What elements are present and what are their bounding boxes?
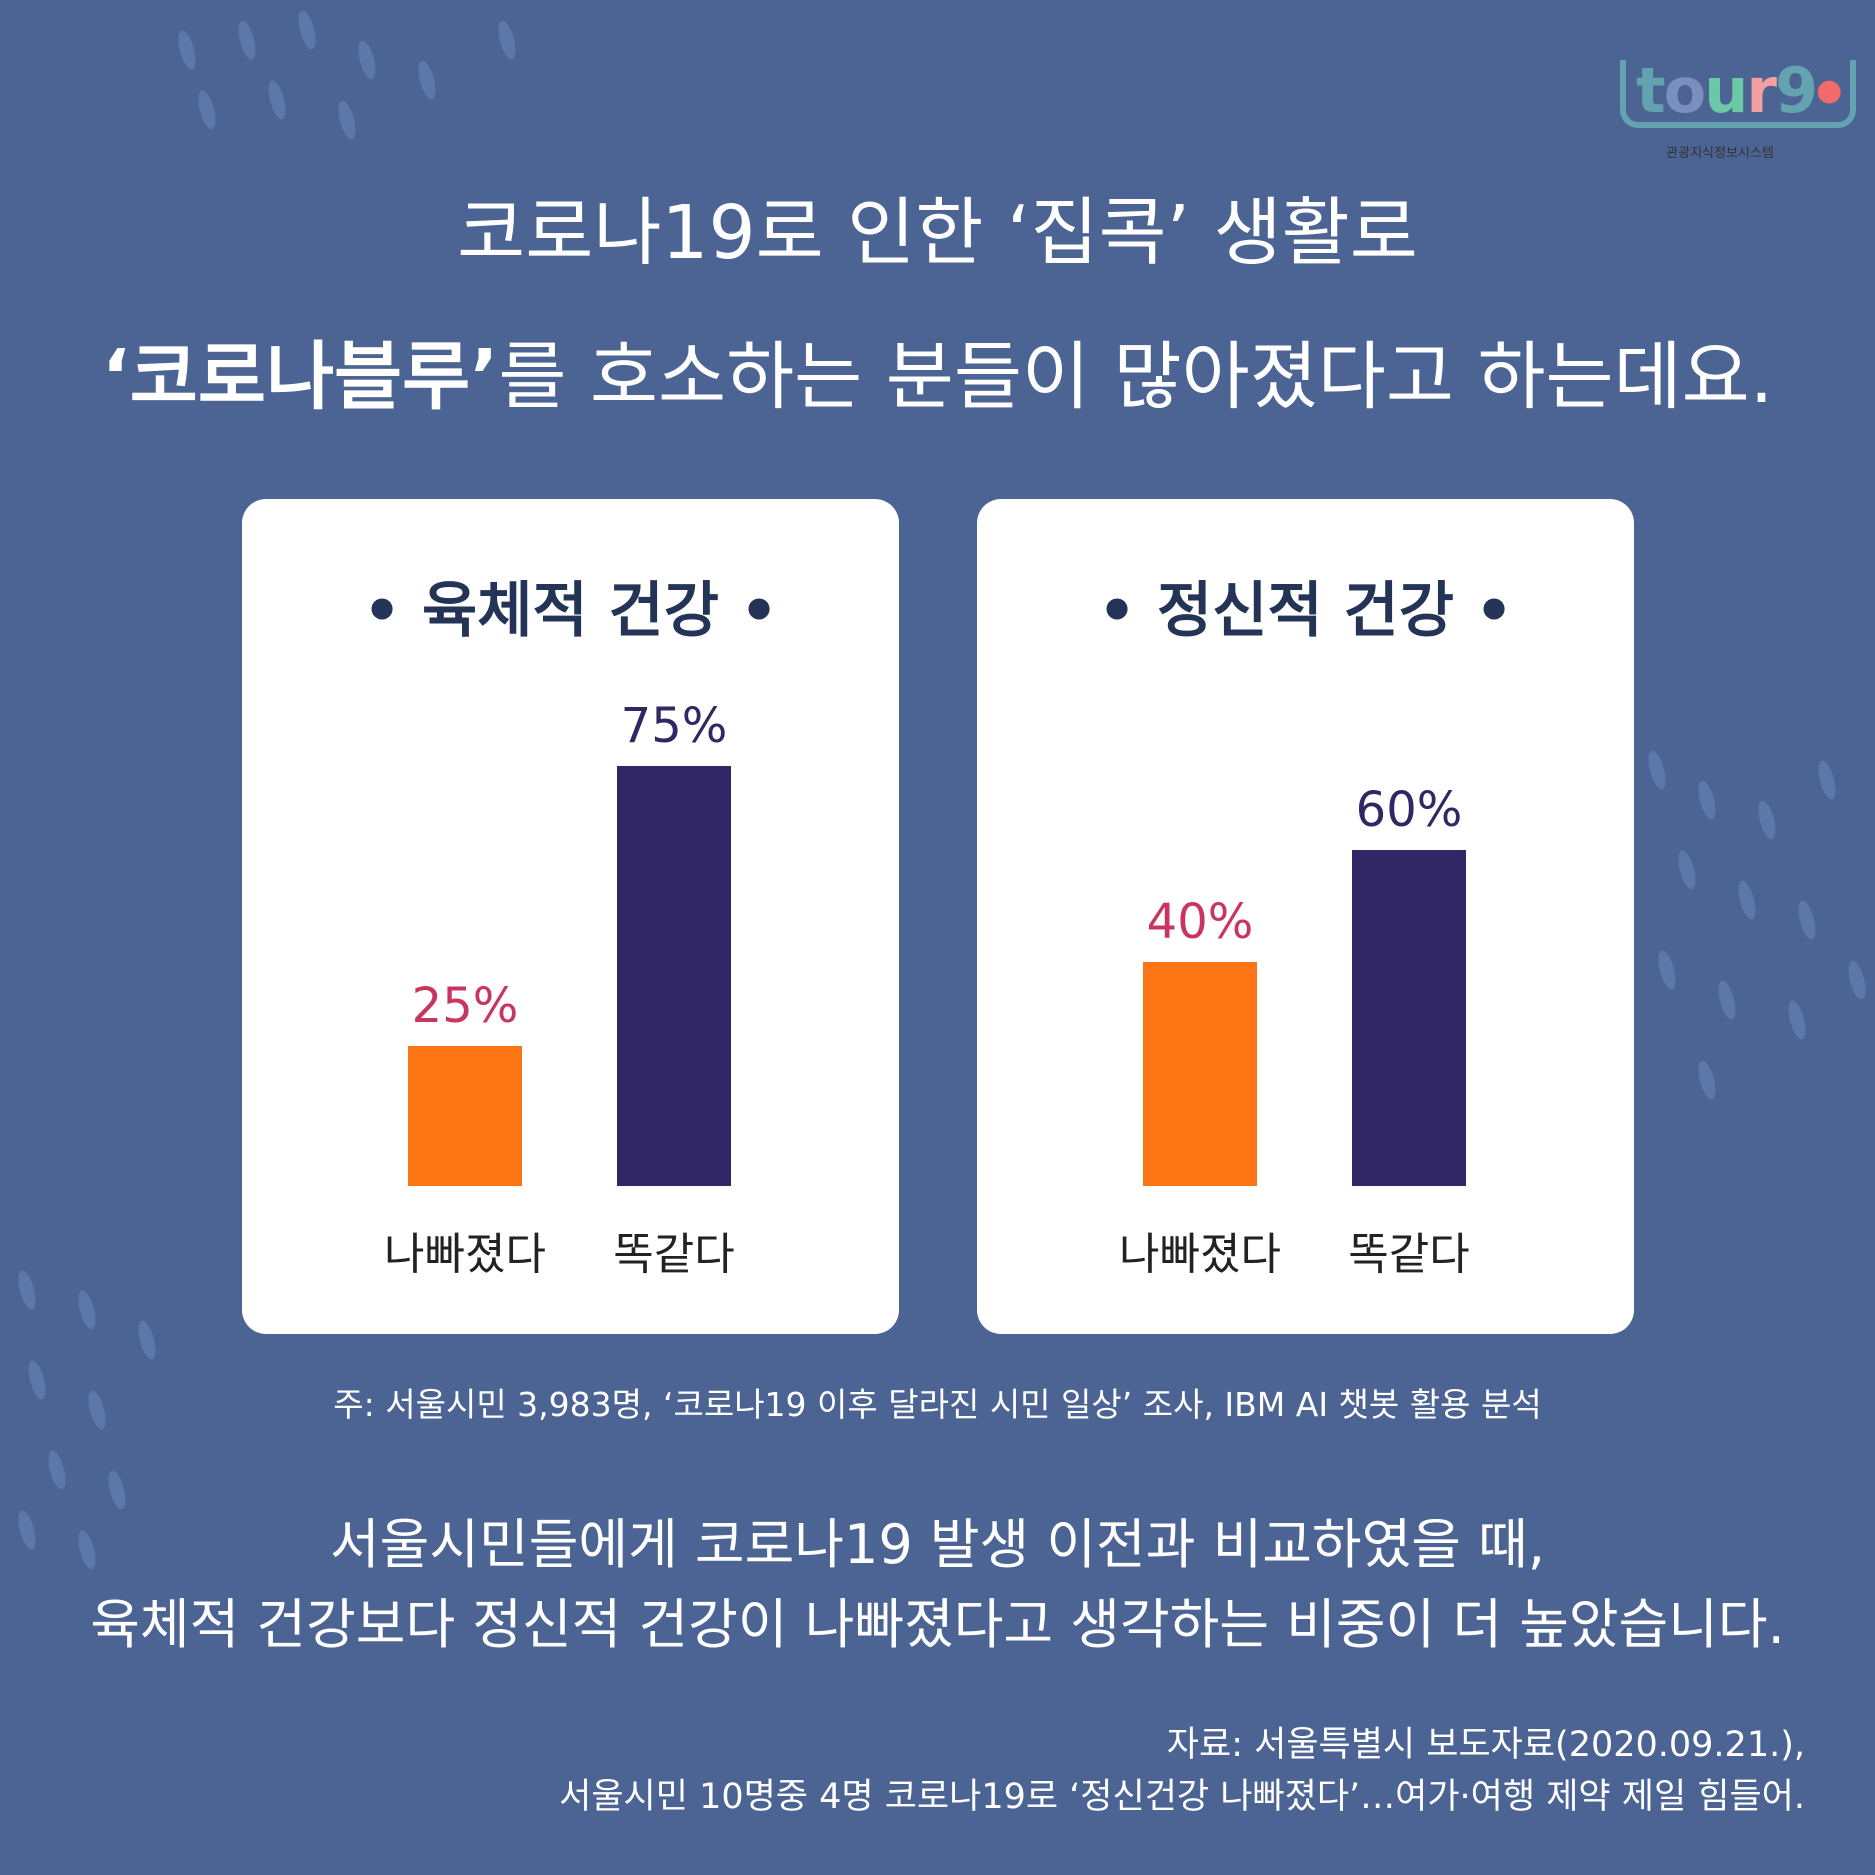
chart-card-mental xyxy=(977,499,1634,1334)
source-line2: 서울시민 10명중 4명 코로나19로 ‘정신건강 나빠졌다’…여가·여행 제약… xyxy=(559,1777,1805,1817)
drop-decoration xyxy=(1645,748,1669,792)
drop-decoration xyxy=(295,8,319,52)
bar-나빠졌다 xyxy=(1143,962,1257,1186)
source-line1: 자료: 서울특별시 보도자료(2020.09.21.), xyxy=(1166,1725,1805,1765)
drop-decoration xyxy=(195,88,219,132)
drop-decoration xyxy=(1655,948,1679,992)
bar-나빠졌다 xyxy=(408,1046,522,1186)
drop-decoration xyxy=(135,1318,159,1362)
drop-decoration xyxy=(45,1448,69,1492)
drop-decoration xyxy=(355,38,379,82)
drop-decoration xyxy=(75,1288,99,1332)
drop-decoration xyxy=(175,28,199,72)
logo-subtitle: 관광지식정보시스템 xyxy=(1666,146,1774,161)
value-label: 40% xyxy=(1146,894,1254,950)
bar-똑같다 xyxy=(1352,850,1466,1186)
category-label: 나빠졌다 xyxy=(1119,1229,1281,1280)
chart-card-physical xyxy=(242,499,899,1334)
drop-decoration xyxy=(1675,848,1699,892)
drop-decoration xyxy=(1715,978,1739,1022)
drop-decoration xyxy=(265,78,289,122)
logo: tour9● 관광지식정보시스템 xyxy=(1620,60,1857,161)
value-label: 60% xyxy=(1355,782,1463,838)
logo-wordmark: tour9● xyxy=(1620,60,1857,128)
map-pin-icon: ● xyxy=(1816,73,1842,108)
value-label: 75% xyxy=(620,698,728,754)
title-rest: 를 호소하는 분들이 많아졌다고 하는데요. xyxy=(498,334,1774,420)
bar-똑같다 xyxy=(617,766,731,1186)
summary-line2: 육체적 건강보다 정신적 건강이 나빠졌다고 생각하는 비중이 더 높았습니다. xyxy=(90,1593,1785,1656)
drop-decoration xyxy=(1785,998,1809,1042)
category-label: 똑같다 xyxy=(1348,1229,1470,1280)
drop-decoration xyxy=(1815,758,1839,802)
title-highlight: ‘코로나블루’ xyxy=(101,334,499,420)
category-label: 나빠졌다 xyxy=(384,1229,546,1280)
drop-decoration xyxy=(1695,1058,1719,1102)
drop-decoration xyxy=(1795,898,1819,942)
drop-decoration xyxy=(495,18,519,62)
title-line1: 코로나19로 인한 ‘집콕’ 생활로 xyxy=(457,190,1418,276)
drop-decoration xyxy=(335,98,359,142)
drop-decoration xyxy=(1695,778,1719,822)
drop-decoration xyxy=(415,58,439,102)
drop-decoration xyxy=(1845,958,1869,1002)
title-line2: ‘코로나블루’를 호소하는 분들이 많아졌다고 하는데요. xyxy=(0,340,1875,414)
drop-decoration xyxy=(1735,878,1759,922)
footnote: 주: 서울시민 3,983명, ‘코로나19 이후 달라진 시민 일상’ 조사,… xyxy=(333,1385,1542,1424)
drop-decoration xyxy=(15,1268,39,1312)
chart-title-physical: • 육체적 건강 • xyxy=(362,576,779,646)
summary-line1: 서울시민들에게 코로나19 발생 이전과 비교하였을 때, xyxy=(330,1513,1545,1576)
chart-title-mental: • 정신적 건강 • xyxy=(1097,576,1514,646)
drop-decoration xyxy=(1755,798,1779,842)
drop-decoration xyxy=(235,18,259,62)
category-label: 똑같다 xyxy=(613,1229,735,1280)
value-label: 25% xyxy=(411,978,519,1034)
